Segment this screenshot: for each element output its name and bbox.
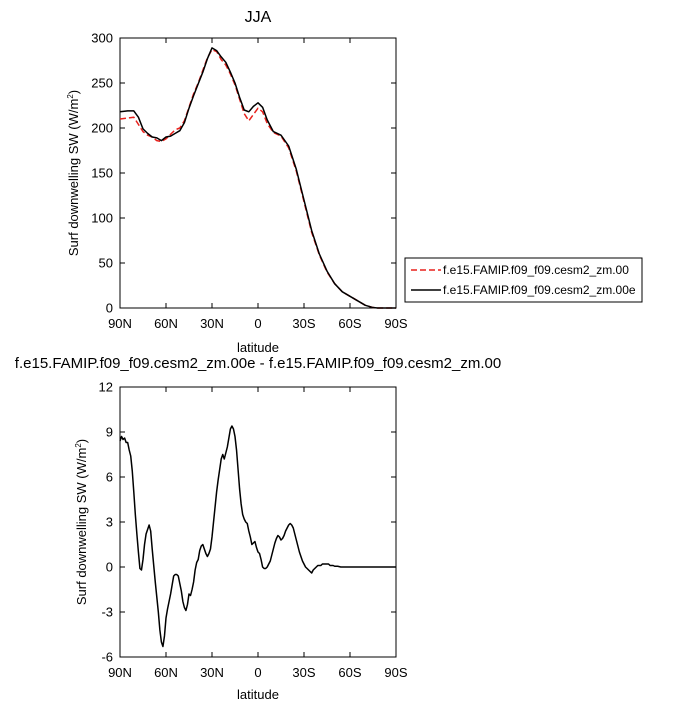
bottom-x-axis-label: latitude <box>237 687 279 702</box>
top-ytick-labels: 0 50 100 150 200 250 300 <box>91 31 113 316</box>
top-series-line-2 <box>119 47 396 309</box>
bottom-y-axis-label-sup: 2 <box>74 443 83 448</box>
bottom-xtick-label: 0 <box>254 665 261 680</box>
top-ytick-label: 300 <box>91 31 113 46</box>
top-y-axis-label-main: Surf downwelling SW (W/m <box>66 99 81 256</box>
top-xtick-label: 60N <box>154 316 178 331</box>
bottom-xtick-label: 60N <box>154 665 178 680</box>
top-series-line-1 <box>119 48 396 309</box>
legend-label-series-1: f.e15.FAMIP.f09_f09.cesm2_zm.00 <box>443 263 629 277</box>
bottom-ytick-label: 6 <box>106 470 113 485</box>
top-xtick-label: 0 <box>254 316 261 331</box>
legend: f.e15.FAMIP.f09_f09.cesm2_zm.00 f.e15.FA… <box>404 257 643 303</box>
bottom-ytick-label: -6 <box>101 650 113 665</box>
top-plot-frame <box>119 37 397 309</box>
legend-box <box>404 257 643 303</box>
bottom-xtick-labels: 90N 60N 30N 0 30S 60S 90S <box>108 665 408 680</box>
top-ytick-label: 150 <box>91 166 113 181</box>
bottom-ytick-label: 3 <box>106 515 113 530</box>
bottom-chart: f.e15.FAMIP.f09_f09.cesm2_zm.00e - f.e15… <box>15 355 501 702</box>
bottom-plot-frame <box>119 386 397 658</box>
top-xtick-label: 30N <box>200 316 224 331</box>
top-x-axis-label: latitude <box>237 340 279 355</box>
top-ytick-label: 100 <box>91 211 113 226</box>
top-xtick-label: 60S <box>338 316 361 331</box>
top-series <box>119 47 396 309</box>
bottom-ytick-label: 9 <box>106 425 113 440</box>
bottom-series <box>119 425 396 648</box>
bottom-xtick-label: 30N <box>200 665 224 680</box>
bottom-xtick-label: 90S <box>384 665 407 680</box>
top-xtick-label: 90N <box>108 316 132 331</box>
top-y-axis-label-tail: ) <box>66 90 81 94</box>
top-ytick-label: 200 <box>91 121 113 136</box>
bottom-chart-title: f.e15.FAMIP.f09_f09.cesm2_zm.00e - f.e15… <box>15 355 501 372</box>
bottom-y-axis-label: Surf downwelling SW (W/m2) <box>74 439 89 605</box>
bottom-ytick-labels: -6 -3 0 3 6 9 12 <box>99 380 113 665</box>
legend-label-series-2: f.e15.FAMIP.f09_f09.cesm2_zm.00e <box>443 283 636 297</box>
top-xtick-label: 90S <box>384 316 407 331</box>
bottom-ytick-label: -3 <box>101 605 113 620</box>
top-ytick-label: 50 <box>99 256 113 271</box>
top-ticks <box>119 37 397 309</box>
top-y-axis-label-sup: 2 <box>66 94 75 99</box>
bottom-xtick-label: 30S <box>292 665 315 680</box>
top-ytick-label: 250 <box>91 76 113 91</box>
bottom-ytick-label: 12 <box>99 380 113 395</box>
bottom-y-axis-label-tail: ) <box>74 439 89 443</box>
top-ytick-label: 0 <box>106 301 113 316</box>
top-chart-title: JJA <box>245 9 272 26</box>
bottom-xtick-label: 90N <box>108 665 132 680</box>
bottom-ytick-label: 0 <box>106 560 113 575</box>
bottom-y-axis-label-main: Surf downwelling SW (W/m <box>74 448 89 605</box>
bottom-series-line-1 <box>119 425 396 648</box>
bottom-xtick-label: 60S <box>338 665 361 680</box>
top-xtick-label: 30S <box>292 316 315 331</box>
top-xtick-labels: 90N 60N 30N 0 30S 60S 90S <box>108 316 408 331</box>
bottom-ticks <box>119 386 397 658</box>
top-y-axis-label: Surf downwelling SW (W/m2) <box>66 90 81 256</box>
